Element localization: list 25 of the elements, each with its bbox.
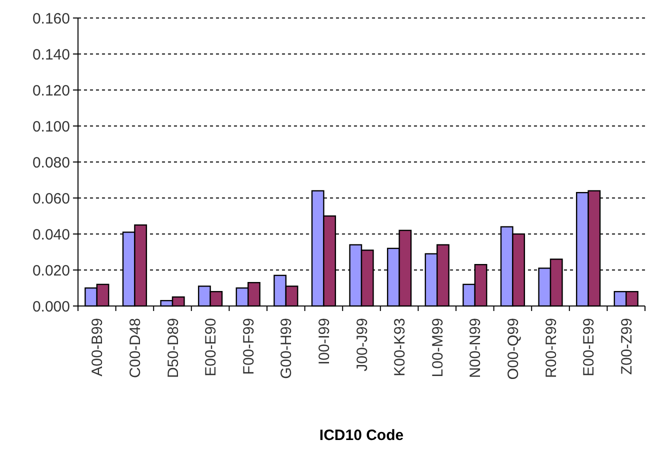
x-tick-label: D50-D89	[164, 318, 182, 378]
y-tick-label: 0.060	[32, 190, 70, 208]
y-tick-label: 0.100	[32, 118, 70, 136]
x-tick-label: K00-K93	[392, 318, 409, 376]
y-tick-label: 0.160	[32, 10, 70, 28]
y-tick-label: 0.020	[32, 262, 70, 280]
x-tick-label: C00-D48	[126, 318, 144, 378]
y-tick-label: 0.120	[32, 82, 70, 100]
x-tick-label: R00-R99	[542, 318, 560, 378]
x-tick-label: Z00-Z99	[618, 318, 636, 375]
x-tick-label: E00-E90	[202, 318, 220, 376]
x-tick-label: L00-M99	[429, 318, 446, 378]
y-tick-label: 0.000	[32, 298, 70, 316]
x-tick-label: F00-F99	[240, 318, 258, 375]
y-tick-label: 0.140	[32, 46, 70, 64]
x-tick-label: I00-I99	[316, 318, 333, 365]
x-tick-label: G00-H99	[278, 318, 296, 379]
y-tick-label: 0.080	[32, 154, 70, 172]
x-tick-label: N00-N99	[467, 318, 484, 378]
x-axis-title: ICD10 Code	[319, 427, 404, 444]
x-tick-label: J00-J99	[354, 318, 371, 372]
x-tick-label: O00-Q99	[504, 318, 522, 380]
x-tick-label: A00-B99	[89, 318, 106, 376]
y-tick-label: 0.040	[32, 226, 70, 244]
x-tick-label: E00-E99	[580, 318, 598, 376]
